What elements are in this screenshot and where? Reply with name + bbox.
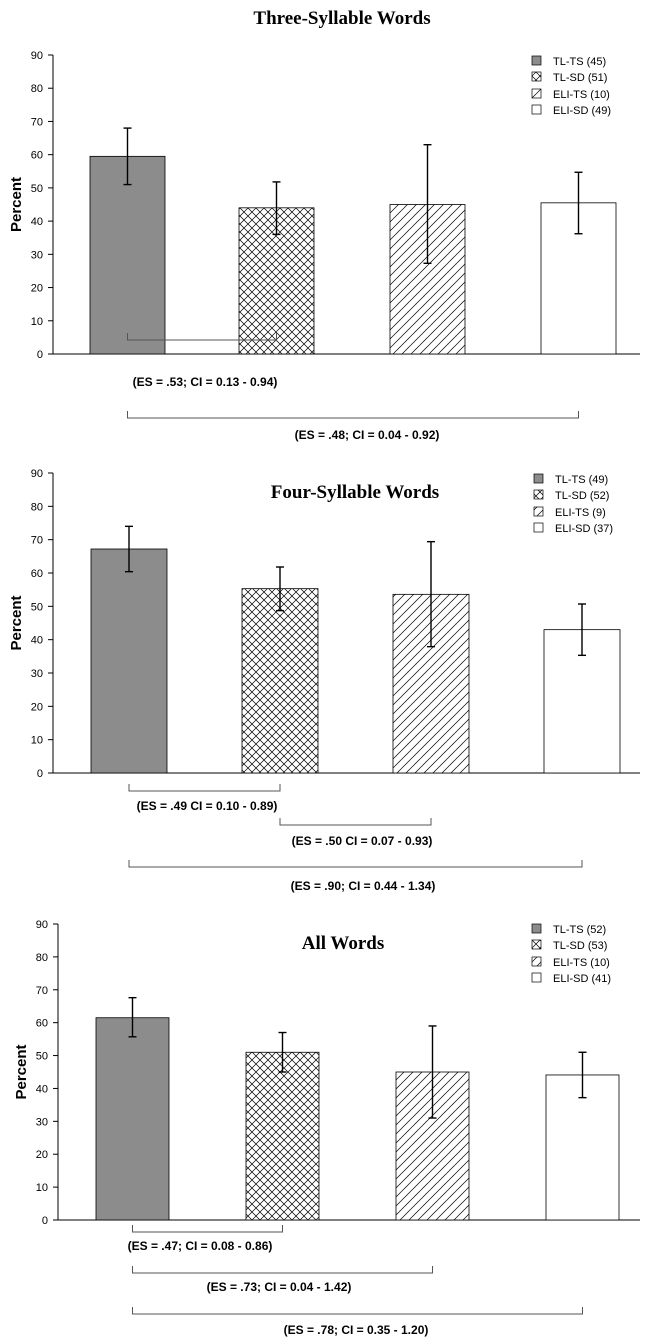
bar-tl-sd: [241, 588, 319, 774]
chart-title: All Words: [302, 933, 385, 954]
y-tick-label: 60: [31, 568, 43, 580]
y-tick-label: 40: [31, 635, 43, 647]
legend-entry: TL-TS (49): [555, 474, 608, 486]
y-tick-label: 0: [37, 768, 43, 780]
legend-swatch: [531, 939, 542, 950]
comparison-bracket: [132, 1266, 433, 1274]
comparison-bracket: [127, 411, 579, 419]
y-tick-label: 70: [31, 535, 43, 547]
y-tick-label: 80: [36, 952, 48, 964]
chart-title: Four-Syllable Words: [271, 482, 439, 503]
comparison-bracket: [132, 1225, 283, 1233]
comparison-bracket: [279, 818, 432, 826]
legend-swatch: [531, 71, 542, 82]
bar-tl-ts: [89, 155, 166, 355]
y-tick-label: 70: [31, 116, 43, 128]
legend-entry: ELI-TS (9): [555, 507, 606, 519]
y-tick-label: 30: [31, 668, 43, 680]
y-tick-label: 50: [31, 183, 43, 195]
legend-swatch: [533, 473, 544, 484]
bar-eli-sd: [545, 1074, 620, 1221]
comparison-annotation: (ES = .49 CI = 0.10 - 0.89): [137, 799, 278, 813]
comparison-annotation: (ES = .90; CI = 0.44 - 1.34): [291, 879, 436, 893]
legend-entry: ELI-SD (41): [553, 973, 611, 985]
legend-swatch: [531, 104, 542, 115]
y-tick-label: 60: [36, 1018, 48, 1030]
y-axis-label: Percent: [8, 595, 25, 650]
y-tick-label: 20: [36, 1149, 48, 1161]
chart-panel-2: Four-Syllable Words Percent 0 10 20 30 40 50 60 7…: [8, 468, 640, 893]
comparison-annotation: (ES = .73; CI = 0.04 - 1.42): [207, 1280, 352, 1294]
legend-swatch: [533, 489, 544, 500]
y-tick-label: 40: [31, 216, 43, 228]
chart-title: Three-Syllable Words: [253, 8, 430, 29]
legend-entry: TL-SD (53): [553, 940, 607, 952]
comparison-annotation: (ES = .53; CI = 0.13 - 0.94): [133, 375, 278, 389]
legend-entry: ELI-TS (10): [553, 89, 610, 101]
legend-entry: TL-SD (51): [553, 72, 607, 84]
y-axis-label: Percent: [8, 177, 25, 232]
y-tick-label: 0: [37, 349, 43, 361]
y-tick-label: 20: [31, 701, 43, 713]
y-tick-label: 50: [36, 1051, 48, 1063]
legend-swatch: [531, 88, 542, 99]
comparison-annotation: (ES = .47; CI = 0.08 - 0.86): [128, 1239, 273, 1253]
y-tick-label: 50: [31, 601, 43, 613]
bar-tl-sd: [245, 1051, 320, 1221]
comparison-bracket: [128, 784, 281, 792]
legend-entry: ELI-SD (37): [555, 523, 613, 535]
y-tick-label: 70: [36, 985, 48, 997]
legend-swatch: [531, 956, 542, 967]
y-tick-label: 40: [36, 1083, 48, 1095]
legend-swatch: [531, 972, 542, 983]
legend-entry: ELI-SD (49): [553, 105, 611, 117]
bar-tl-ts: [95, 1017, 170, 1221]
chart-panel-1: Three-Syllable Words Percent 0 10 20 30 40 50 60…: [8, 8, 640, 442]
y-tick-label: 20: [31, 283, 43, 295]
legend-entry: TL-TS (52): [553, 924, 606, 936]
chart-panel-3: All Words Percent 0 10 20 30 40 50 60 70 80 90 TL-TS…: [13, 919, 640, 1337]
y-tick-label: 0: [42, 1215, 48, 1227]
legend-entry: TL-SD (52): [555, 490, 609, 502]
y-tick-label: 10: [31, 735, 43, 747]
comparison-bracket: [127, 333, 277, 341]
legend-swatch: [531, 55, 542, 66]
comparison-annotation: (ES = .48; CI = 0.04 - 0.92): [295, 428, 440, 442]
y-tick-label: 10: [36, 1182, 48, 1194]
y-tick-label: 10: [31, 316, 43, 328]
y-axis-label: Percent: [13, 1044, 30, 1099]
comparison-annotation: (ES = .50 CI = 0.07 - 0.93): [292, 834, 433, 848]
y-tick-label: 90: [36, 919, 48, 931]
legend-swatch: [531, 923, 542, 934]
y-tick-label: 90: [31, 50, 43, 62]
legend-swatch: [533, 522, 544, 533]
comparison-bracket: [128, 860, 583, 868]
y-tick-label: 80: [31, 83, 43, 95]
y-tick-label: 80: [31, 501, 43, 513]
y-tick-label: 30: [36, 1116, 48, 1128]
y-tick-label: 90: [31, 468, 43, 480]
comparison-annotation: (ES = .78; CI = 0.35 - 1.20): [284, 1323, 429, 1337]
legend-entry: TL-TS (45): [553, 56, 606, 68]
y-tick-label: 60: [31, 150, 43, 162]
y-tick-label: 30: [31, 249, 43, 261]
bar-tl-ts: [90, 548, 168, 774]
legend-swatch: [533, 506, 544, 517]
legend-entry: ELI-TS (10): [553, 957, 610, 969]
comparison-bracket: [132, 1307, 583, 1315]
